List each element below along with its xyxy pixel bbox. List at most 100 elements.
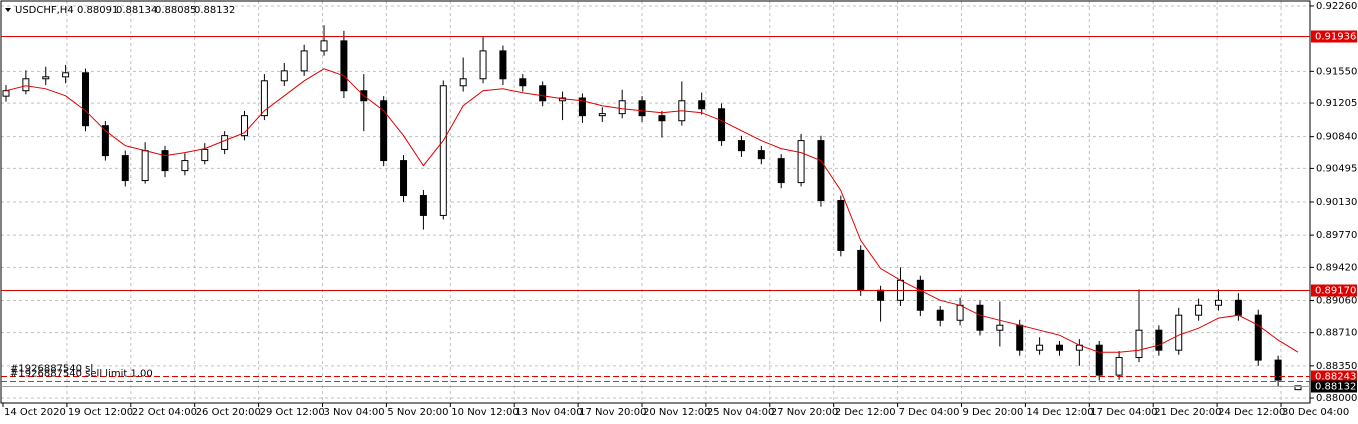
y-tick-label: 0.88710: [1316, 328, 1357, 339]
candle-body: [400, 160, 408, 197]
x-tick-label: 24 Dec 12:00: [1218, 407, 1285, 418]
y-tick-label: 0.90840: [1316, 132, 1357, 143]
x-tick-label: 29 Oct 12:00: [260, 407, 325, 418]
price-box: [1311, 30, 1357, 43]
price-box: [1311, 284, 1357, 297]
x-tick-label: 25 Nov 04:00: [707, 407, 774, 418]
x-tick-label: 9 Dec 20:00: [963, 407, 1024, 418]
candle-body: [956, 304, 964, 321]
candle-body: [1016, 324, 1024, 351]
symbol-menu-arrow[interactable]: [5, 8, 11, 12]
candle-body: [121, 155, 129, 182]
candle-body: [598, 113, 606, 117]
candle-body: [519, 78, 527, 87]
x-tick-label: 14 Dec 12:00: [1026, 407, 1093, 418]
candle-body: [280, 70, 288, 82]
y-tick-label: 0.89770: [1316, 230, 1357, 241]
price-box-label: 0.88132: [1315, 382, 1356, 393]
candle-body: [737, 140, 745, 152]
candle-body: [1195, 304, 1203, 316]
candle-body: [916, 279, 924, 311]
x-tick-label: 20 Nov 12:00: [643, 407, 710, 418]
candle-body: [1214, 299, 1222, 306]
candle-body: [638, 100, 646, 117]
candle-body: [1055, 344, 1063, 351]
candle-body: [340, 40, 348, 92]
candle-body: [499, 50, 507, 80]
x-tick-label: 30 Dec 04:00: [1282, 407, 1349, 418]
order-label: #1926887540 sl: [10, 364, 93, 375]
candle-body: [1135, 329, 1143, 359]
candle-body: [380, 100, 388, 162]
candle-body: [101, 125, 109, 157]
y-tick-label: 0.89060: [1316, 295, 1357, 306]
candle-body: [1274, 359, 1282, 381]
candle-body: [936, 309, 944, 321]
candle-body: [1095, 344, 1103, 376]
y-tick-label: 0.91550: [1316, 66, 1357, 77]
candle-body: [777, 158, 785, 184]
header-close: 0.88132: [194, 5, 235, 16]
plot-frame: [0, 0, 1311, 404]
candle-body: [260, 80, 268, 117]
x-tick-label: 14 Oct 2020: [4, 407, 66, 418]
candle-body: [141, 150, 149, 182]
candle-body: [1254, 314, 1262, 361]
x-tick-label: 26 Oct 20:00: [196, 407, 261, 418]
candle-body: [857, 249, 865, 291]
y-tick-label: 0.88000: [1316, 393, 1357, 404]
x-tick-label: 3 Nov 04:00: [324, 407, 385, 418]
price-box-label: 0.88243: [1315, 372, 1356, 383]
x-tick-label: 2 Dec 12:00: [835, 407, 896, 418]
price-box: [1311, 370, 1357, 383]
y-tick-label: 0.88350: [1316, 361, 1357, 372]
price-box: [1311, 380, 1357, 393]
candle-body: [181, 160, 189, 172]
candle-body: [300, 50, 308, 72]
candle-body: [161, 150, 169, 172]
candle-body: [618, 100, 626, 115]
candle-body: [439, 85, 447, 216]
candle-body: [757, 150, 765, 160]
header-open: 0.88091: [77, 5, 118, 16]
candle-body: [1036, 344, 1044, 351]
candle-body: [82, 72, 90, 127]
candle-body: [578, 97, 586, 117]
moving-average: [5, 68, 1299, 353]
candle-body: [22, 78, 30, 92]
header-high: 0.88134: [116, 5, 157, 16]
x-tick-label: 5 Nov 20:00: [387, 407, 448, 418]
x-tick-label: 7 Dec 04:00: [899, 407, 960, 418]
candle-body: [658, 115, 666, 122]
candle-body: [1234, 299, 1242, 316]
x-tick-label: 19 Oct 12:00: [68, 407, 133, 418]
candle-body: [718, 108, 726, 142]
overlay: 0.91936 0.89170 #1926887540 sl 0.88243 #1926…: [1, 30, 1357, 393]
y-tick-label: 0.90495: [1316, 163, 1357, 174]
x-tick-label: 10 Nov 12:00: [451, 407, 518, 418]
candle-body: [201, 148, 209, 162]
candle-body: [1155, 329, 1163, 351]
candle-body: [1175, 314, 1183, 351]
marks: [2, 25, 1302, 391]
order-label: #1926887540 sell limit 1.00: [10, 369, 153, 380]
candle-body: [221, 135, 229, 150]
y-tick-label: 0.89420: [1316, 262, 1357, 273]
x-tick-label: 17 Nov 20:00: [579, 407, 646, 418]
candle-body: [459, 78, 467, 87]
candle-body: [1115, 357, 1123, 376]
candle-body: [419, 195, 427, 216]
candle-body: [539, 85, 547, 102]
candle-body: [241, 115, 249, 137]
y-tick-label: 0.91205: [1316, 98, 1357, 109]
candle-body: [817, 140, 825, 202]
y-tick-label: 0.90130: [1316, 197, 1357, 208]
symbol-title: USDCHF,H4: [15, 5, 74, 16]
x-tick-label: 13 Nov 04:00: [515, 407, 582, 418]
price-box-label: 0.89170: [1315, 286, 1356, 297]
x-tick-label: 27 Nov 20:00: [771, 407, 838, 418]
candle-body: [42, 76, 50, 80]
